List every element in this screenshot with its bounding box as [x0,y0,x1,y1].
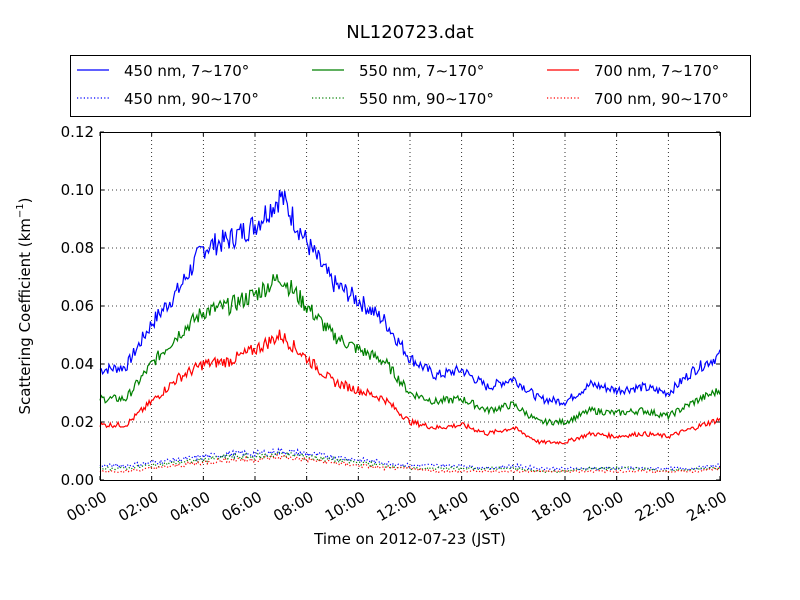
x-tick-label: 12:00 [374,488,420,525]
x-tick-label: 20:00 [580,488,626,525]
legend-label: 700 nm, 7∼170° [594,62,719,80]
series-line [99,329,721,445]
series-line [99,453,721,474]
x-tick-label: 16:00 [477,488,523,525]
legend-label: 450 nm, 7∼170° [124,62,249,80]
x-tick-label: 10:00 [322,488,368,525]
y-tick-label: 0.02 [61,413,94,431]
x-tick-label: 04:00 [167,488,213,525]
x-tick-label: 22:00 [632,488,678,525]
chart-title: NL120723.dat [346,22,473,43]
legend-label: 700 nm, 90∼170° [594,90,729,108]
x-tick-label: 14:00 [425,488,471,525]
legend-label: 450 nm, 90∼170° [124,90,259,108]
legend: 450 nm, 7∼170° 550 nm, 7∼170° 700 nm, 7∼17… [70,55,751,117]
legend-label: 550 nm, 7∼170° [359,62,484,80]
y-tick-label: 0.08 [61,239,94,257]
x-tick-label: 08:00 [270,488,316,525]
y-axis-title-main: Scattering Coefficient (km [16,218,34,414]
y-axis: 0.00 0.02 0.04 0.06 0.08 0.10 0.12 [61,123,720,489]
y-tick-label: 0.04 [61,355,94,373]
legend-box [70,55,751,117]
series-line [99,449,721,474]
x-axis-title: Time on 2012-07-23 (JST) [313,530,506,548]
legend-label: 550 nm, 90∼170° [359,90,494,108]
y-tick-label: 0.12 [61,123,94,141]
y-tick-label: 0.00 [61,471,94,489]
y-tick-label: 0.10 [61,181,94,199]
y-axis-title: Scattering Coefficient (km−1) [15,197,34,414]
series-line [99,274,721,427]
x-tick-label: 02:00 [115,488,161,525]
x-axis: 00:00 02:00 04:00 06:00 08:00 10:00 12:00 14:00… [64,132,730,525]
x-tick-label: 18:00 [529,488,575,525]
x-tick-label: 24:00 [684,488,730,525]
y-axis-title-end: ) [16,197,34,203]
y-axis-title-unit-exponent: −1 [15,203,26,218]
x-tick-label: 06:00 [219,488,265,525]
series-layer [99,189,721,474]
plot-frame [100,132,721,481]
series-line [99,189,721,407]
y-tick-label: 0.06 [61,297,94,315]
x-tick-label: 00:00 [64,488,110,525]
grid [100,132,720,480]
